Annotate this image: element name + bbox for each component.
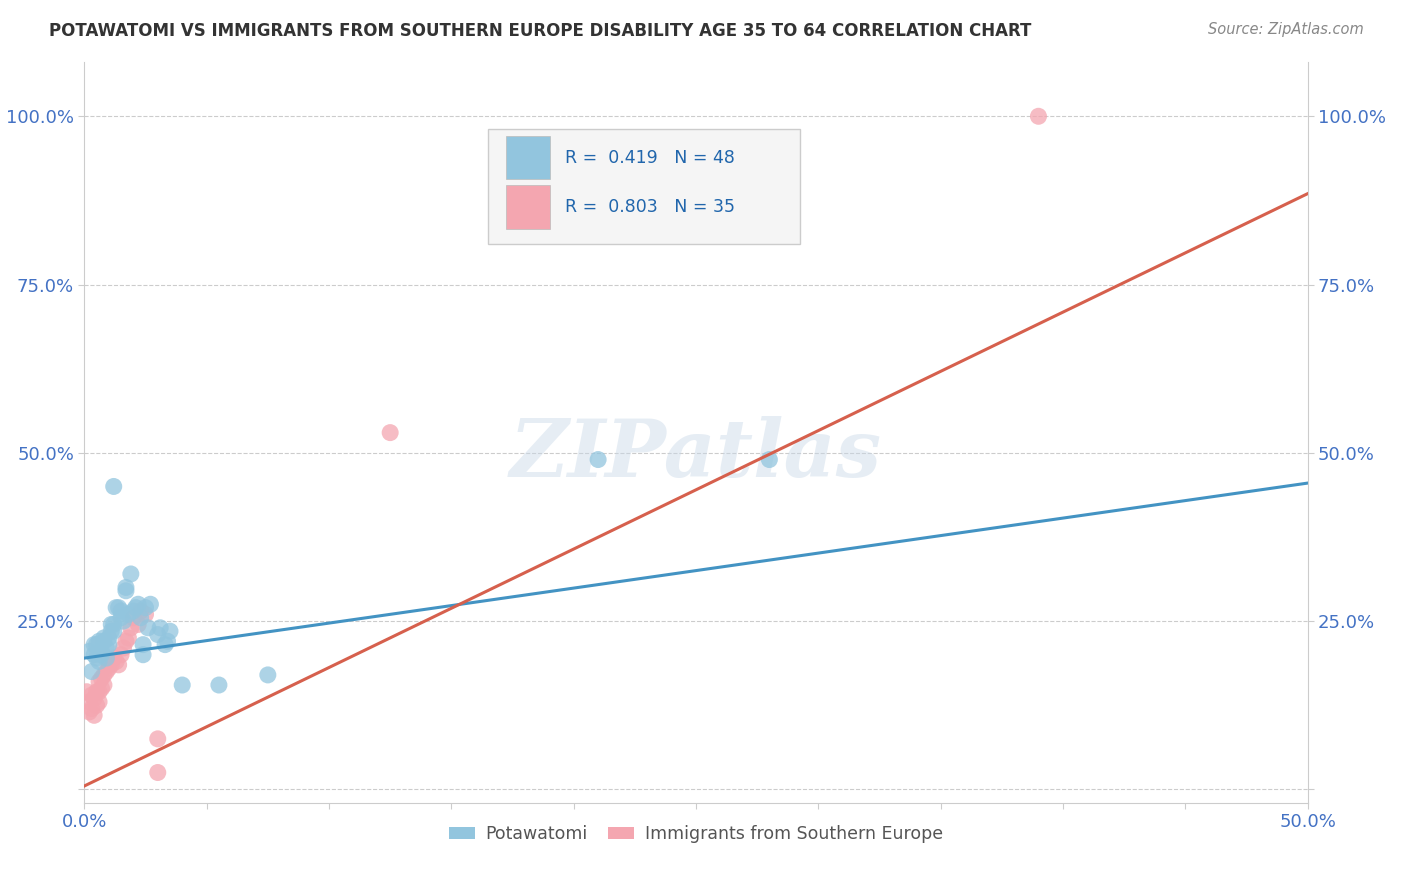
Point <box>96 665 118 679</box>
Point <box>129 604 152 618</box>
FancyBboxPatch shape <box>488 129 800 244</box>
Point <box>135 607 157 622</box>
Point <box>132 648 155 662</box>
Point <box>139 597 162 611</box>
Point <box>93 678 115 692</box>
Point <box>90 648 112 662</box>
Point <box>156 634 179 648</box>
Point <box>105 600 128 615</box>
Point <box>257 668 280 682</box>
Point <box>117 607 139 622</box>
Point <box>146 731 169 746</box>
Point <box>146 627 169 641</box>
Text: Source: ZipAtlas.com: Source: ZipAtlas.com <box>1208 22 1364 37</box>
Point <box>120 566 142 581</box>
Point <box>149 621 172 635</box>
Text: R =  0.419   N = 48: R = 0.419 N = 48 <box>565 148 735 167</box>
Point <box>153 638 176 652</box>
Point <box>105 655 128 669</box>
Point <box>97 655 120 669</box>
Point <box>83 708 105 723</box>
Point <box>110 648 132 662</box>
Point <box>80 688 103 702</box>
Point <box>120 621 142 635</box>
Point <box>87 695 110 709</box>
Point <box>87 674 110 689</box>
Point <box>77 705 100 719</box>
Point <box>83 691 105 706</box>
Point <box>87 655 110 669</box>
Point <box>77 695 100 709</box>
Point <box>159 624 181 639</box>
Point <box>103 479 125 493</box>
Point <box>103 624 125 639</box>
Point <box>103 617 125 632</box>
Point <box>117 631 139 645</box>
Point <box>115 583 138 598</box>
FancyBboxPatch shape <box>506 136 550 179</box>
Point <box>76 685 98 699</box>
Point <box>80 665 103 679</box>
Point <box>112 640 135 655</box>
Point <box>100 657 122 672</box>
Point <box>80 701 103 715</box>
Point <box>100 624 122 639</box>
Point <box>115 634 138 648</box>
Text: ZIPatlas: ZIPatlas <box>510 416 882 493</box>
Point <box>129 611 152 625</box>
Point <box>586 452 609 467</box>
Point <box>100 617 122 632</box>
FancyBboxPatch shape <box>506 185 550 228</box>
Text: R =  0.803   N = 35: R = 0.803 N = 35 <box>565 198 735 216</box>
Point <box>86 651 108 665</box>
Point <box>115 581 138 595</box>
Point <box>90 671 112 685</box>
Point <box>97 631 120 645</box>
Point <box>96 640 118 655</box>
Point <box>122 604 145 618</box>
Point <box>96 651 118 665</box>
Point <box>132 638 155 652</box>
Point <box>86 685 108 699</box>
Point <box>172 678 194 692</box>
Point <box>93 634 115 648</box>
Point <box>208 678 231 692</box>
Point <box>83 648 105 662</box>
Point <box>110 604 132 618</box>
Point <box>107 600 129 615</box>
Point <box>90 681 112 696</box>
Point <box>146 765 169 780</box>
Point <box>380 425 402 440</box>
Legend: Potawatomi, Immigrants from Southern Europe: Potawatomi, Immigrants from Southern Eur… <box>441 818 950 850</box>
Point <box>136 621 159 635</box>
Point <box>103 651 125 665</box>
Point <box>122 611 145 625</box>
Point <box>97 661 120 675</box>
Point <box>93 668 115 682</box>
Point <box>87 685 110 699</box>
Point <box>112 614 135 628</box>
Point <box>87 634 110 648</box>
Point <box>107 657 129 672</box>
Point <box>86 698 108 713</box>
Text: POTAWATOMI VS IMMIGRANTS FROM SOUTHERN EUROPE DISABILITY AGE 35 TO 64 CORRELATIO: POTAWATOMI VS IMMIGRANTS FROM SOUTHERN E… <box>49 22 1032 40</box>
Point <box>90 644 112 658</box>
Point <box>97 638 120 652</box>
Point <box>758 452 780 467</box>
Point <box>86 638 108 652</box>
Point <box>93 631 115 645</box>
Point <box>77 644 100 658</box>
Point <box>127 617 149 632</box>
Point <box>127 597 149 611</box>
Point <box>125 600 148 615</box>
Point <box>110 611 132 625</box>
Point <box>83 638 105 652</box>
Point <box>135 600 157 615</box>
Point <box>1028 109 1050 123</box>
